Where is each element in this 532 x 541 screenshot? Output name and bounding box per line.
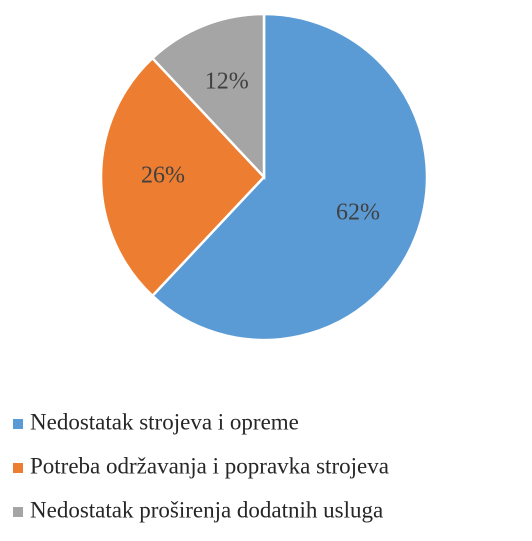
legend-swatch — [13, 419, 23, 429]
data-label: 62% — [336, 200, 380, 226]
legend-swatch — [13, 463, 23, 473]
pie-slice — [99, 56, 266, 298]
legend-label: Potreba održavanja i popravka strojeva — [30, 453, 389, 478]
data-label: 26% — [141, 163, 185, 189]
data-label: 12% — [205, 69, 249, 95]
pie-slice — [150, 12, 266, 181]
legend-label: Nedostatak proširenja dodatnih usluga — [30, 497, 383, 522]
pie-slice — [150, 12, 429, 342]
legend-swatch — [13, 507, 23, 517]
legend-label: Nedostatak strojeva i opreme — [30, 409, 299, 434]
